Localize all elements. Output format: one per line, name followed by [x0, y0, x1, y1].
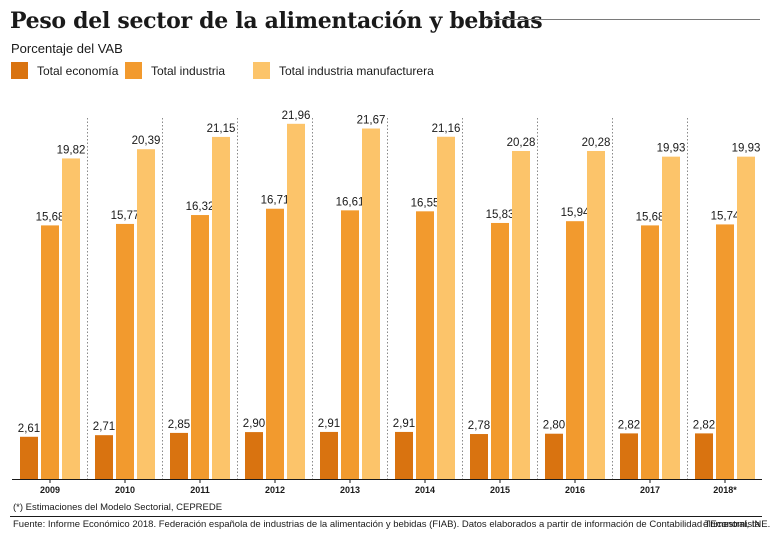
data-label: 2,80 [543, 420, 565, 432]
legend-item-total-industria-manufacturera: Total industria manufacturera [253, 62, 434, 79]
x-tick-label: 2012 [265, 485, 285, 495]
bar [695, 433, 713, 479]
legend-item-total-economia: Total economía [11, 62, 118, 79]
chart-title: Peso del sector de la alimentación y beb… [10, 8, 543, 34]
x-tick-label: 2009 [40, 485, 60, 495]
bar [95, 435, 113, 479]
data-label: 2,71 [93, 421, 115, 433]
legend-swatch-total-industria [125, 62, 142, 79]
bar [545, 433, 563, 479]
data-label: 16,61 [336, 196, 365, 208]
data-label: 19,82 [57, 144, 86, 156]
data-label: 20,28 [507, 137, 536, 149]
bar [737, 156, 755, 479]
bar [641, 225, 659, 479]
data-label: 21,15 [207, 123, 236, 135]
bar [716, 224, 734, 479]
x-tick-label: 2014 [415, 485, 435, 495]
data-label: 15,77 [111, 210, 140, 222]
bar [245, 432, 263, 479]
data-label: 2,91 [393, 418, 415, 430]
x-tick-label: 2018* [713, 485, 737, 495]
source-note: Fuente: Informe Económico 2018. Federaci… [13, 519, 770, 530]
bar [116, 223, 134, 479]
bar [491, 222, 509, 479]
title-rule [486, 19, 760, 20]
chart-subtitle: Porcentaje del VAB [11, 41, 123, 56]
bar [266, 208, 284, 479]
bar [212, 136, 230, 479]
legend-label-total-industria: Total industria [151, 63, 226, 78]
data-label: 16,71 [261, 195, 290, 207]
data-label: 20,39 [132, 135, 161, 147]
bar [170, 432, 188, 479]
x-tick-label: 2016 [565, 485, 585, 495]
bar [437, 136, 455, 479]
data-label: 21,67 [357, 115, 386, 127]
data-label: 16,32 [186, 201, 215, 213]
bar [416, 211, 434, 480]
data-label: 2,85 [168, 419, 190, 431]
legend-label-total-economia: Total economía [37, 63, 119, 78]
bar [320, 431, 338, 479]
data-label: 19,93 [657, 143, 686, 155]
bar [62, 158, 80, 479]
data-label: 16,55 [411, 197, 440, 209]
data-label: 21,16 [432, 123, 461, 135]
legend-item-total-industria: Total industria [125, 62, 225, 79]
data-label: 2,82 [618, 419, 640, 431]
bar [137, 149, 155, 479]
bar [620, 433, 638, 479]
data-label: 2,61 [18, 423, 40, 435]
data-label: 15,74 [711, 210, 740, 222]
data-label: 15,83 [486, 209, 515, 221]
legend-label-total-industria-manufacturera: Total industria manufacturera [279, 63, 434, 78]
bar [470, 434, 488, 479]
data-label: 20,28 [582, 137, 611, 149]
x-tick-label: 2015 [490, 485, 510, 495]
x-tick-label: 2010 [115, 485, 135, 495]
data-label: 21,96 [282, 110, 311, 122]
legend-swatch-total-economia [11, 62, 28, 79]
x-tick-label: 2011 [190, 485, 210, 495]
bar [395, 431, 413, 479]
legend-swatch-total-industria-manufacturera [253, 62, 270, 79]
data-label: 15,68 [636, 211, 665, 223]
bar [512, 150, 530, 479]
brand-logo-text: elEconomista [702, 519, 760, 530]
bar [362, 128, 380, 480]
x-tick-label: 2017 [640, 485, 660, 495]
bar [287, 123, 305, 480]
data-label: 15,68 [36, 211, 65, 223]
bar [20, 436, 38, 479]
data-label: 2,82 [693, 419, 715, 431]
data-label: 19,93 [732, 143, 761, 155]
bar [41, 225, 59, 479]
data-label: 2,78 [468, 420, 490, 432]
x-tick-label: 2013 [340, 485, 360, 495]
footnote: (*) Estimaciones del Modelo Sectorial, C… [13, 502, 223, 513]
data-label: 15,94 [561, 207, 590, 219]
bar [587, 150, 605, 479]
data-label: 2,91 [318, 418, 340, 430]
bar [191, 215, 209, 479]
bar [341, 210, 359, 479]
source-rule [10, 516, 762, 517]
data-label: 2,90 [243, 418, 265, 430]
bar [662, 156, 680, 479]
bar [566, 221, 584, 480]
